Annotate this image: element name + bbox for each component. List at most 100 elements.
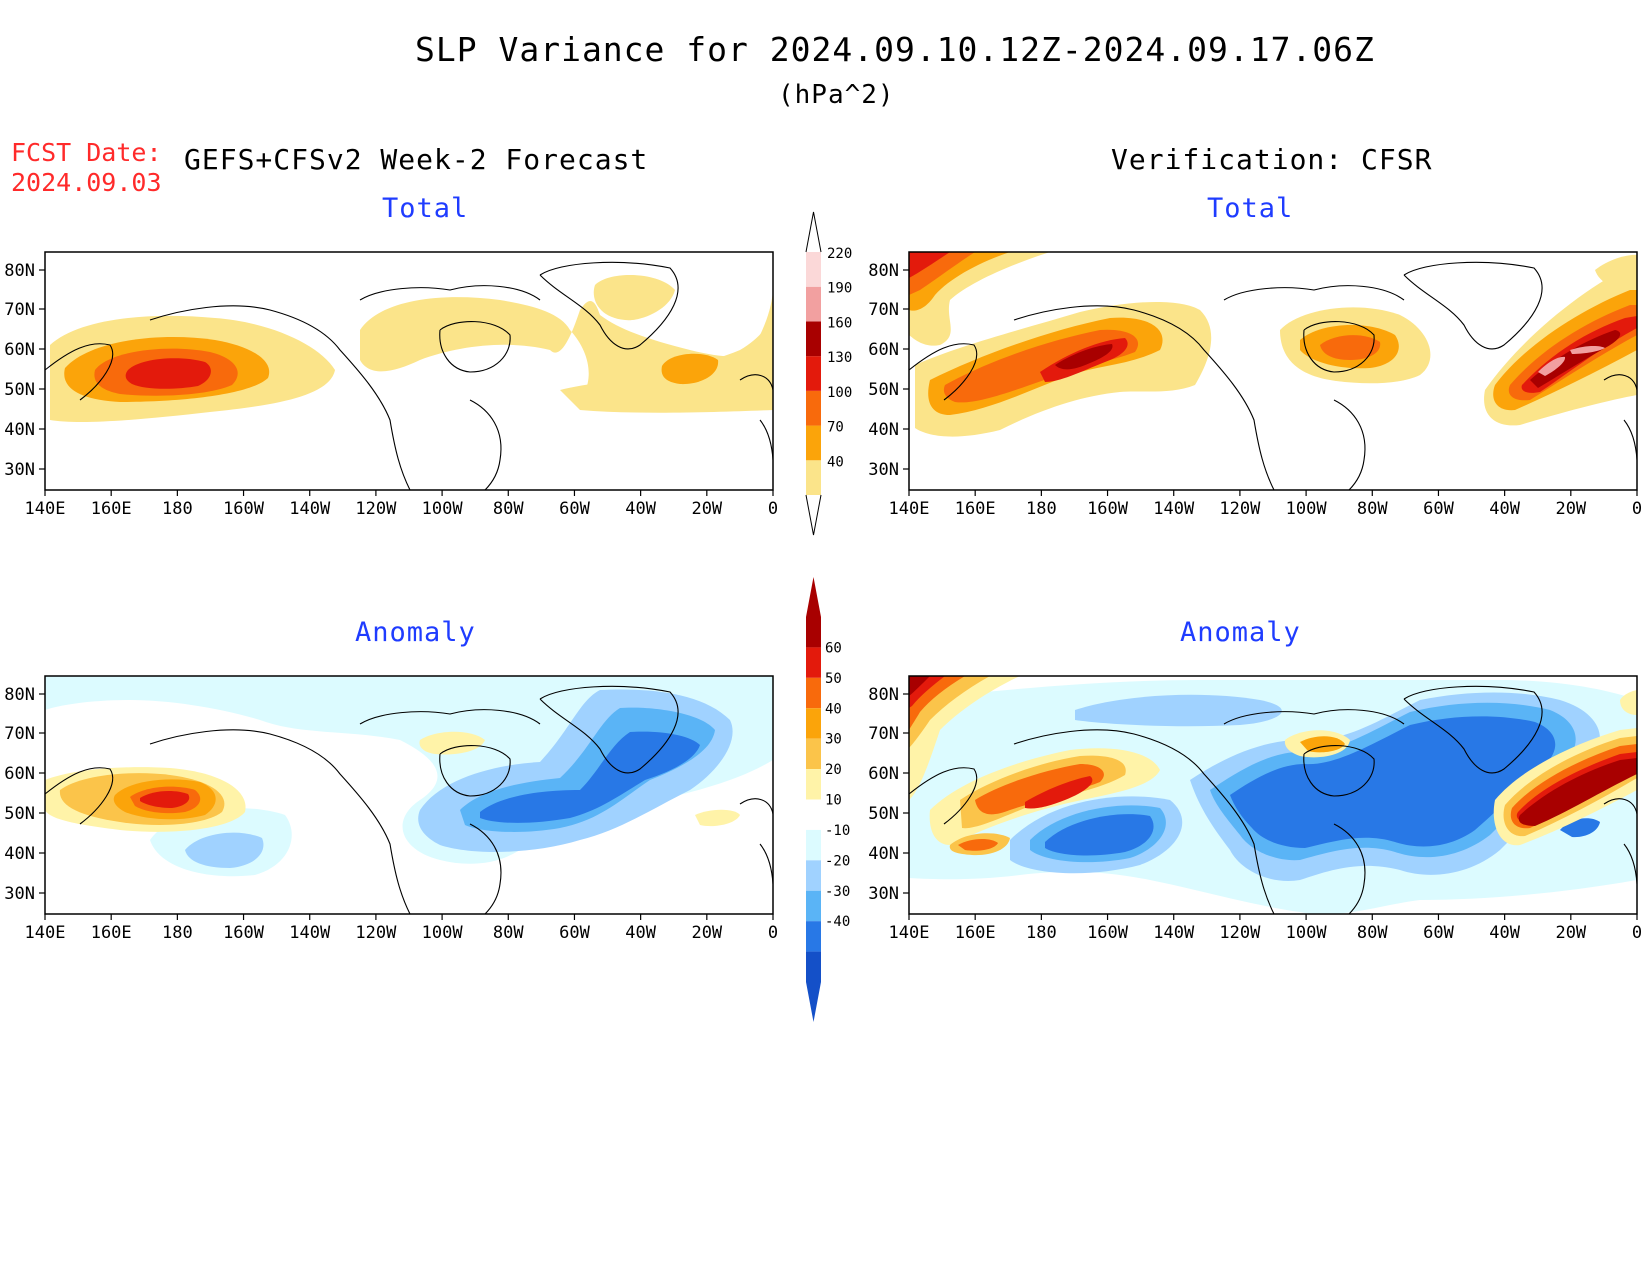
lon-tick-label: 160W bbox=[1087, 923, 1129, 943]
ver-anom-subtitle: Anomaly bbox=[1180, 617, 1301, 648]
lon-tick-label: 140W bbox=[289, 923, 331, 943]
lon-tick-label: 120W bbox=[355, 923, 397, 943]
fcst-date-value: 2024.09.03 bbox=[11, 168, 162, 197]
anomaly-colorbar-bottom-arrow bbox=[806, 982, 821, 1022]
total-colorbar-label: 190 bbox=[827, 281, 852, 297]
anomaly-colorbar-label: 10 bbox=[825, 793, 842, 809]
ver-total-shade-160 bbox=[1055, 344, 1113, 370]
lon-tick-label: 80W bbox=[493, 499, 524, 519]
ver-total-shade-40e bbox=[1595, 254, 1637, 291]
total-colorbar-top-arrow bbox=[805, 211, 822, 253]
total-colorbar-swatch bbox=[806, 321, 821, 357]
axes-labels: 80N 70N 60N 50N 40N 30N 140E 160E 180 160W 140W 120… bbox=[4, 261, 1642, 943]
lon-tick-label: 180 bbox=[1026, 923, 1057, 943]
coastline bbox=[469, 823, 502, 915]
ver-total-shade-160b bbox=[1530, 330, 1621, 388]
lon-tick-label: 180 bbox=[1026, 499, 1057, 519]
lon-tick-label: 20W bbox=[691, 923, 722, 943]
coastline-group bbox=[908, 685, 1638, 915]
lon-tick-label: 0 bbox=[768, 923, 778, 943]
lon-tick-label: 140E bbox=[25, 499, 66, 519]
lon-tick-label: 40W bbox=[625, 499, 656, 519]
lon-tick-label: 100W bbox=[1286, 923, 1328, 943]
ver-total-frame bbox=[908, 251, 1638, 491]
coastlines bbox=[44, 261, 1638, 915]
coastline bbox=[359, 709, 541, 725]
chart-title: SLP Variance for 2024.09.10.12Z-2024.09.… bbox=[415, 30, 1375, 69]
total-colorbar-swatch bbox=[806, 356, 821, 391]
anomaly-colorbar-label: -30 bbox=[825, 884, 850, 900]
coastline bbox=[1223, 709, 1405, 725]
anomaly-colorbar-label: 30 bbox=[825, 732, 842, 748]
anomaly-colorbar-swatch bbox=[806, 829, 821, 861]
lat-tick-label: 50N bbox=[868, 804, 899, 824]
lat-tick-label: 80N bbox=[4, 261, 35, 281]
lon-tick-label: 40W bbox=[1489, 923, 1520, 943]
coastline bbox=[908, 767, 978, 825]
lat-tick-label: 30N bbox=[4, 460, 35, 480]
fc-total-frame bbox=[44, 251, 774, 491]
fc-total-shade-70b bbox=[661, 353, 719, 385]
coastline bbox=[1013, 305, 1275, 491]
fc-total-panel bbox=[50, 274, 773, 423]
lat-tick-label: 50N bbox=[868, 380, 899, 400]
coastline bbox=[439, 321, 511, 373]
coastline bbox=[1403, 685, 1543, 774]
lat-tick-label: 40N bbox=[868, 844, 899, 864]
total-colorbar-bottom-arrow bbox=[805, 494, 822, 536]
total-colorbar-swatch bbox=[806, 286, 821, 322]
coastline bbox=[149, 305, 411, 491]
anomaly-colorbar-swatch bbox=[806, 738, 821, 770]
anomaly-colorbar-swatch bbox=[806, 647, 821, 678]
lon-tick-label: 100W bbox=[422, 499, 464, 519]
lon-tick-label: 80W bbox=[493, 923, 524, 943]
ver-total-shade-130 bbox=[909, 252, 950, 278]
fc-anom-pos50 bbox=[140, 790, 190, 808]
fc-anom-subtitle: Anomaly bbox=[355, 617, 476, 648]
total-colorbar-swatch bbox=[806, 425, 821, 461]
lon-tick-label: 140E bbox=[25, 923, 66, 943]
coastline bbox=[439, 745, 511, 797]
ver-total-panel bbox=[909, 252, 1637, 437]
coastline bbox=[1403, 261, 1543, 350]
verification-header: Verification: CFSR bbox=[1111, 143, 1433, 176]
lon-tick-label: 80W bbox=[1357, 923, 1388, 943]
lon-tick-label: 140E bbox=[889, 499, 930, 519]
ver-anom-frame bbox=[908, 675, 1638, 915]
lon-tick-label: 120W bbox=[1219, 923, 1261, 943]
lat-tick-label: 40N bbox=[4, 844, 35, 864]
lon-tick-label: 100W bbox=[1286, 499, 1328, 519]
ver-anom-pos50b bbox=[1025, 776, 1093, 809]
lat-tick-label: 50N bbox=[4, 804, 35, 824]
lat-tick-label: 60N bbox=[868, 764, 899, 784]
coastline bbox=[1303, 745, 1375, 797]
anomaly-colorbar-swatch bbox=[806, 708, 821, 739]
forecast-header: GEFS+CFSv2 Week-2 Forecast bbox=[184, 143, 649, 176]
lon-tick-label: 160E bbox=[91, 499, 132, 519]
anomaly-colorbar-swatch bbox=[806, 799, 821, 830]
colorbars: 40 70 100 130 160 190 220 60 50 40 30 20 10 -10 -20 -30… bbox=[805, 211, 852, 1022]
coastline-group bbox=[44, 261, 774, 491]
fcst-date-label: FCST Date: bbox=[11, 138, 162, 167]
units-label: (hPa^2) bbox=[778, 80, 895, 110]
fc-anom-neg20b bbox=[185, 832, 264, 868]
ver-anom-pos40b bbox=[975, 764, 1104, 815]
fc-anom-panel bbox=[45, 676, 773, 877]
coastline bbox=[1333, 823, 1366, 915]
lon-tick-label: 180 bbox=[162, 499, 193, 519]
anomaly-colorbar-label: -20 bbox=[825, 853, 850, 869]
anomaly-colorbar-label: 20 bbox=[825, 762, 842, 778]
fc-anom-frame bbox=[44, 675, 774, 915]
ver-anom-neg20 bbox=[1075, 694, 1282, 727]
lon-tick-label: 160E bbox=[955, 923, 996, 943]
anomaly-colorbar-swatch bbox=[806, 890, 821, 922]
coastline bbox=[539, 685, 679, 774]
coastline bbox=[44, 343, 114, 401]
lat-tick-label: 30N bbox=[868, 884, 899, 904]
coastline bbox=[1303, 321, 1375, 373]
lon-tick-label: 40W bbox=[1489, 499, 1520, 519]
lon-tick-label: 60W bbox=[559, 499, 590, 519]
coastline bbox=[359, 285, 541, 301]
lon-tick-label: 160E bbox=[955, 499, 996, 519]
fc-anom-neg40 bbox=[480, 731, 700, 823]
